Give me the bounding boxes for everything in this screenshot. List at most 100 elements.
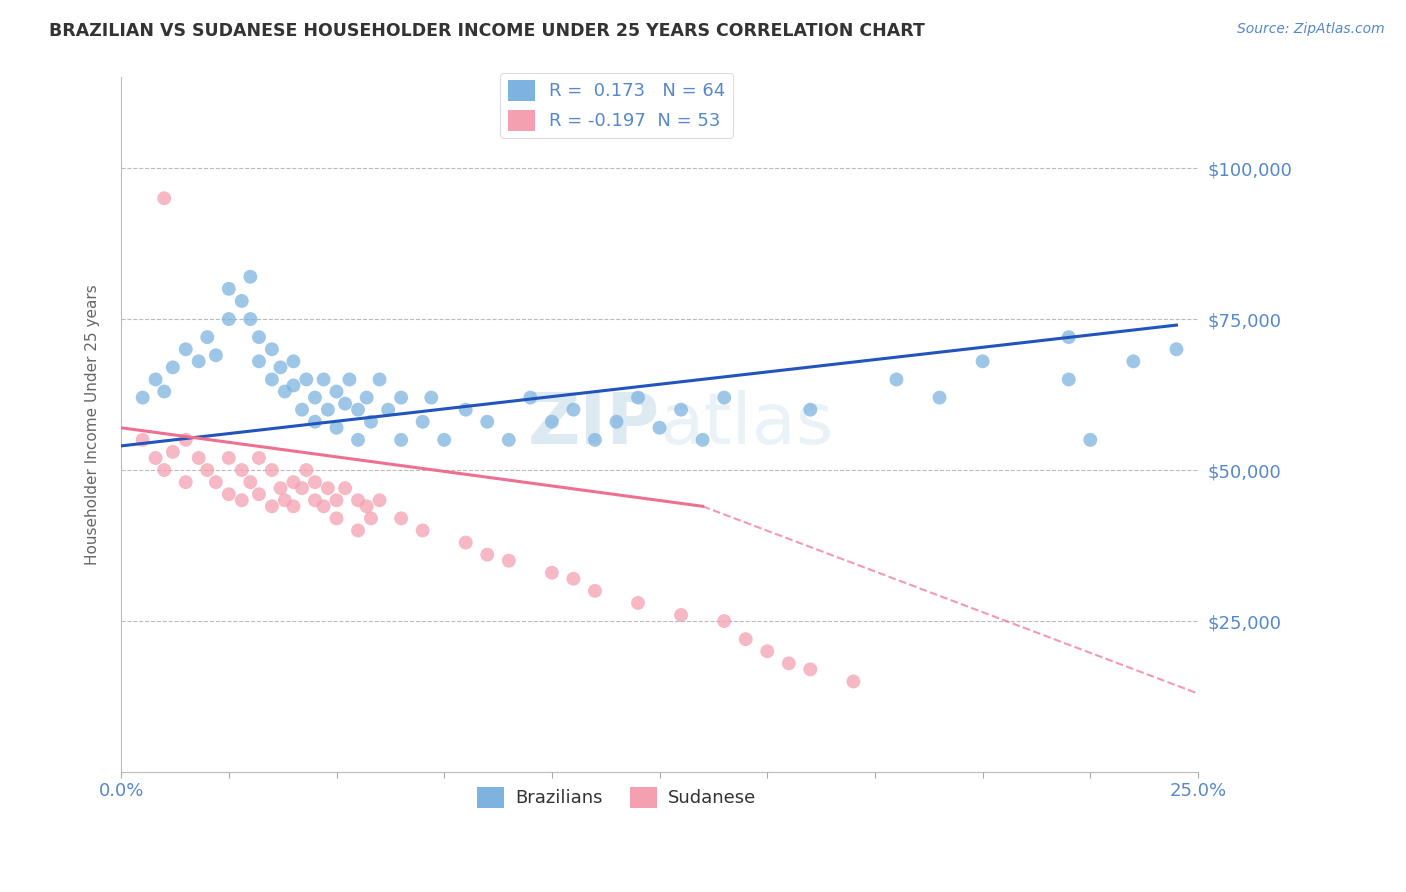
Point [454, 402, 477, 417]
Point [713, 391, 735, 405]
Point [260, 343, 283, 357]
Point [145, 450, 167, 465]
Point [333, 396, 356, 410]
Point [454, 535, 477, 549]
Point [1166, 343, 1188, 357]
Point [627, 391, 650, 405]
Point [377, 402, 399, 417]
Text: BRAZILIAN VS SUDANESE HOUSEHOLDER INCOME UNDER 25 YEARS CORRELATION CHART: BRAZILIAN VS SUDANESE HOUSEHOLDER INCOME… [49, 22, 925, 40]
Point [283, 378, 305, 392]
Legend: Brazilians, Sudanese: Brazilians, Sudanese [470, 780, 763, 815]
Point [368, 493, 391, 508]
Point [389, 391, 412, 405]
Point [1057, 330, 1080, 344]
Point [778, 657, 800, 671]
Point [325, 511, 347, 525]
Point [260, 500, 283, 514]
Point [239, 269, 262, 284]
Point [218, 450, 240, 465]
Point [260, 463, 283, 477]
Point [131, 433, 153, 447]
Point [356, 391, 378, 405]
Point [283, 354, 305, 368]
Point [239, 475, 262, 490]
Point [162, 445, 184, 459]
Point [498, 554, 520, 568]
Point [734, 632, 756, 647]
Point [713, 614, 735, 628]
Y-axis label: Householder Income Under 25 years: Householder Income Under 25 years [86, 285, 100, 566]
Point [420, 391, 443, 405]
Point [325, 421, 347, 435]
Point [205, 348, 228, 362]
Point [389, 433, 412, 447]
Point [174, 475, 197, 490]
Point [1122, 354, 1144, 368]
Point [519, 391, 541, 405]
Point [692, 433, 714, 447]
Point [304, 391, 326, 405]
Point [145, 372, 167, 386]
Point [389, 511, 412, 525]
Point [304, 415, 326, 429]
Point [291, 481, 314, 495]
Text: Source: ZipAtlas.com: Source: ZipAtlas.com [1237, 22, 1385, 37]
Point [648, 421, 671, 435]
Point [356, 500, 378, 514]
Point [270, 481, 292, 495]
Point [583, 433, 606, 447]
Point [231, 463, 253, 477]
Point [339, 372, 361, 386]
Point [627, 596, 650, 610]
Point [283, 500, 305, 514]
Point [316, 481, 339, 495]
Point [333, 481, 356, 495]
Point [205, 475, 228, 490]
Point [605, 415, 627, 429]
Point [274, 384, 297, 399]
Point [886, 372, 908, 386]
Point [928, 391, 950, 405]
Point [195, 463, 218, 477]
Point [247, 354, 270, 368]
Point [247, 487, 270, 501]
Point [562, 572, 585, 586]
Point [972, 354, 994, 368]
Point [1078, 433, 1101, 447]
Point [304, 475, 326, 490]
Point [669, 402, 692, 417]
Point [239, 312, 262, 326]
Point [174, 343, 197, 357]
Point [368, 372, 391, 386]
Point [1057, 372, 1080, 386]
Point [247, 450, 270, 465]
Point [412, 415, 434, 429]
Point [498, 433, 520, 447]
Point [562, 402, 585, 417]
Point [360, 415, 382, 429]
Point [541, 566, 564, 580]
Point [174, 433, 197, 447]
Point [433, 433, 456, 447]
Point [131, 391, 153, 405]
Point [218, 282, 240, 296]
Point [218, 312, 240, 326]
Point [669, 607, 692, 622]
Point [347, 402, 370, 417]
Point [195, 330, 218, 344]
Point [541, 415, 564, 429]
Point [187, 354, 209, 368]
Point [360, 511, 382, 525]
Text: ZIP: ZIP [527, 391, 659, 459]
Point [153, 463, 176, 477]
Point [325, 493, 347, 508]
Point [756, 644, 779, 658]
Text: atlas: atlas [659, 391, 834, 459]
Point [312, 372, 335, 386]
Point [187, 450, 209, 465]
Point [260, 372, 283, 386]
Point [312, 500, 335, 514]
Point [347, 433, 370, 447]
Point [347, 524, 370, 538]
Point [291, 402, 314, 417]
